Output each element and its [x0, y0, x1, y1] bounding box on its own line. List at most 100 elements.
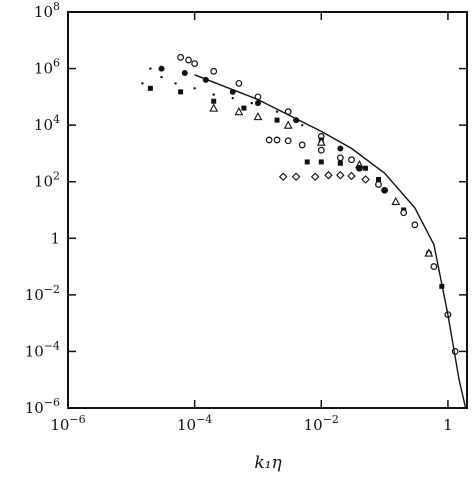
- data-point: [324, 170, 333, 180]
- y-tick-label-base: 10: [25, 342, 44, 360]
- x-axis-label: k₁η: [254, 453, 282, 473]
- y-tick-label-base: 10: [34, 116, 53, 134]
- data-point: [278, 172, 288, 182]
- x-axis: 10−6 10−4 10−2 1: [50, 12, 453, 434]
- y-tick-label-exp: 4: [53, 113, 60, 126]
- data-point: [235, 79, 243, 87]
- data-point: [316, 137, 326, 146]
- data-point: [356, 165, 362, 171]
- data-point: [211, 98, 217, 104]
- series-0: [177, 53, 459, 355]
- data-point: [193, 87, 196, 90]
- x-tick-label: 10−2: [304, 413, 339, 434]
- data-point: [253, 111, 263, 121]
- data-point: [363, 165, 369, 171]
- plot-frame: [67, 11, 468, 409]
- y-tick-label: 108: [34, 0, 60, 21]
- data-point: [158, 65, 165, 72]
- data-point: [375, 181, 382, 188]
- data-point: [347, 171, 356, 181]
- series-4: [141, 67, 304, 127]
- series-7: [278, 170, 370, 184]
- y-tick-label: 106: [34, 57, 60, 78]
- data-point: [149, 67, 152, 70]
- x-tick-label-exp: −2: [323, 413, 339, 426]
- y-tick-label: 10−4: [25, 339, 60, 360]
- y-tick-label-exp: −6: [44, 396, 60, 409]
- data-point: [181, 69, 188, 76]
- data-point: [231, 96, 234, 100]
- x-tick-label-base: 10: [304, 416, 323, 434]
- data-point: [337, 145, 344, 152]
- data-point: [254, 100, 261, 107]
- y-tick-label: 102: [34, 170, 60, 191]
- y-tick-label-base: 10: [34, 3, 53, 21]
- data-point: [185, 56, 192, 64]
- y-tick-label: 10−6: [25, 396, 60, 417]
- x-tick-label-base: 10: [177, 416, 196, 434]
- data-point: [381, 187, 388, 194]
- x-tick-label: 10−4: [177, 413, 212, 434]
- data-point: [191, 60, 199, 67]
- series-6: [304, 159, 381, 182]
- y-tick-label-base: 10: [34, 173, 53, 191]
- data-point: [361, 175, 370, 184]
- y-tick-label: 10−2: [25, 283, 60, 304]
- data-point: [178, 89, 184, 95]
- y-tick-label-exp: 8: [53, 0, 60, 13]
- y-tick-label-base: 1: [50, 229, 60, 247]
- y-tick-label-exp: 6: [53, 57, 60, 70]
- data-point: [424, 248, 434, 257]
- x-tick-label-exp: −4: [196, 413, 212, 426]
- data-point: [411, 221, 419, 229]
- data-point: [336, 154, 344, 162]
- data-point: [430, 263, 438, 270]
- series-1: [158, 65, 432, 257]
- data-point: [274, 117, 280, 123]
- data-point: [177, 53, 184, 61]
- y-tick-label-base: 10: [34, 60, 53, 78]
- data-point: [275, 110, 279, 113]
- data-point: [400, 209, 408, 217]
- data-point: [160, 75, 163, 79]
- data-point: [212, 93, 215, 96]
- data-point: [174, 82, 177, 85]
- x-tick-label-base: 1: [443, 416, 453, 434]
- data-point: [265, 136, 273, 144]
- data-point: [147, 85, 153, 91]
- y-tick-label-exp: 2: [53, 170, 60, 183]
- series-5: [265, 136, 408, 217]
- y-tick-label-exp: −4: [44, 339, 60, 352]
- series-line: [194, 74, 467, 409]
- y-tick-label: 104: [34, 113, 60, 134]
- series-8: [194, 74, 467, 409]
- y-tick-label: 1: [50, 229, 60, 247]
- x-tick-label-base: 10: [50, 416, 69, 434]
- data-point: [241, 105, 247, 111]
- data-point: [210, 67, 218, 75]
- data-point: [283, 120, 293, 129]
- data-point: [301, 123, 304, 127]
- data-point: [209, 103, 219, 112]
- data-point: [273, 136, 281, 144]
- data-point: [284, 137, 292, 145]
- data-point: [234, 106, 244, 116]
- data-point: [141, 82, 144, 85]
- data-point: [375, 176, 381, 182]
- x-tick-label: 1: [443, 416, 453, 434]
- data-point: [250, 101, 254, 105]
- data-point: [336, 170, 345, 180]
- data-point: [298, 141, 306, 149]
- data-point: [310, 172, 320, 182]
- series-3: [209, 103, 434, 257]
- y-tick-label-base: 10: [25, 399, 44, 417]
- x-tick-label: 10−6: [50, 413, 85, 434]
- x-tick-label-exp: −6: [69, 413, 85, 426]
- data-point: [291, 172, 301, 182]
- y-tick-label-base: 10: [25, 286, 44, 304]
- data-point: [348, 156, 355, 164]
- data-point: [318, 159, 324, 165]
- series-layer: [141, 53, 467, 409]
- data-point: [304, 159, 310, 165]
